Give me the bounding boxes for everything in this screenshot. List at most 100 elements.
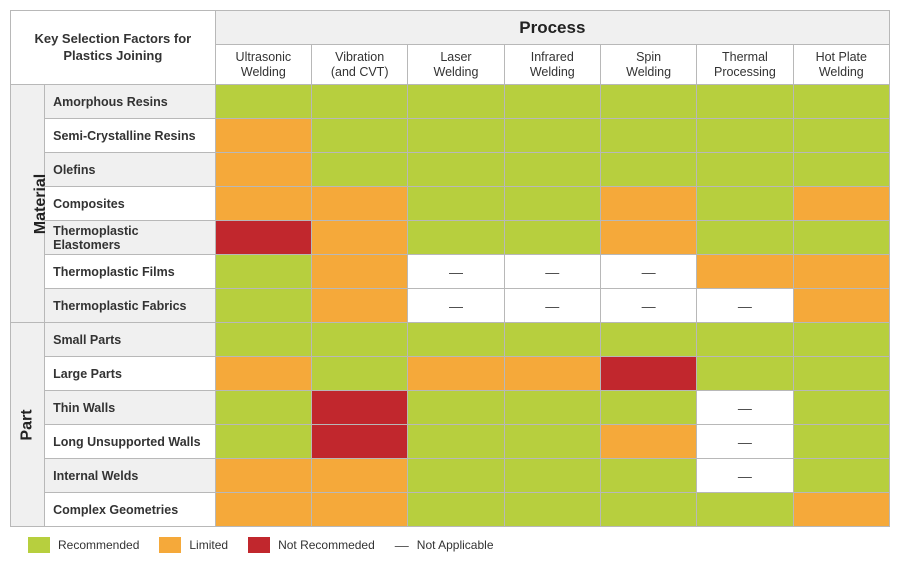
table-row: Long Unsupported Walls — [11,425,890,459]
status-cell [312,85,408,119]
status-cell [600,459,696,493]
status-cell: — [504,289,600,323]
header-key-factors: Key Selection Factors forPlastics Joinin… [11,11,216,85]
status-cell: — [600,255,696,289]
row-label: Thermoplastic Fabrics [45,289,216,323]
status-cell [408,323,504,357]
status-cell [793,187,889,221]
status-cell [215,425,311,459]
status-cell [697,153,793,187]
table-row: Large Parts [11,357,890,391]
group-label: Material [32,173,50,233]
status-cell [408,391,504,425]
status-cell [215,493,311,527]
status-cell [215,119,311,153]
group-header: Part [11,323,45,527]
table-row: Olefins [11,153,890,187]
status-cell [408,459,504,493]
legend-recommended: Recommended [28,537,139,553]
column-header: Vibration(and CVT) [312,45,408,85]
column-header: SpinWelding [600,45,696,85]
status-cell [697,221,793,255]
table-row: Thermoplastic Elastomers [11,221,890,255]
column-header: UltrasonicWelding [215,45,311,85]
status-cell [600,391,696,425]
status-cell [408,425,504,459]
status-cell [312,255,408,289]
column-header: ThermalProcessing [697,45,793,85]
column-header: LaserWelding [408,45,504,85]
status-cell [793,323,889,357]
status-cell [215,323,311,357]
row-label: Thermoplastic Films [45,255,216,289]
status-cell [504,357,600,391]
status-cell [697,357,793,391]
status-cell [312,119,408,153]
row-label: Long Unsupported Walls [45,425,216,459]
status-cell [312,357,408,391]
status-cell [600,493,696,527]
status-cell [504,425,600,459]
status-cell [600,357,696,391]
row-label: Large Parts [45,357,216,391]
status-cell [408,493,504,527]
row-label: Olefins [45,153,216,187]
status-cell [697,119,793,153]
row-label: Small Parts [45,323,216,357]
status-cell [215,357,311,391]
status-cell [215,459,311,493]
legend-not-applicable: — Not Applicable [395,537,494,553]
table-row: Thin Walls — [11,391,890,425]
legend-dash-icon: — [395,537,409,553]
status-cell [697,255,793,289]
status-cell [793,357,889,391]
status-cell [215,255,311,289]
group-label: Part [19,409,37,440]
status-cell [600,323,696,357]
legend-limited: Limited [159,537,228,553]
status-cell [793,255,889,289]
status-cell: — [697,391,793,425]
status-cell [793,425,889,459]
status-cell [504,119,600,153]
status-cell [215,221,311,255]
legend-not-recommended: Not Recommeded [248,537,375,553]
status-cell: — [408,289,504,323]
status-cell [215,289,311,323]
group-header: Material [11,85,45,323]
status-cell [312,289,408,323]
table-row: Complex Geometries [11,493,890,527]
status-cell: — [408,255,504,289]
status-cell [215,153,311,187]
column-header: InfraredWelding [504,45,600,85]
status-cell [793,153,889,187]
status-cell [793,391,889,425]
row-label: Semi-Crystalline Resins [45,119,216,153]
status-cell [408,153,504,187]
status-cell [600,221,696,255]
status-cell [504,153,600,187]
table-row: Thermoplastic Fabrics———— [11,289,890,323]
table-row: Thermoplastic Films——— [11,255,890,289]
status-cell [697,85,793,119]
row-label: Thin Walls [45,391,216,425]
status-cell [408,221,504,255]
status-cell [312,187,408,221]
status-cell [600,425,696,459]
table-row: Composites [11,187,890,221]
status-cell: — [697,289,793,323]
status-cell [312,221,408,255]
status-cell [697,323,793,357]
status-cell [215,391,311,425]
table-row: Semi-Crystalline Resins [11,119,890,153]
status-cell: — [697,425,793,459]
status-cell [793,493,889,527]
table-row: MaterialAmorphous Resins [11,85,890,119]
status-cell [408,187,504,221]
status-cell [312,153,408,187]
row-label: Complex Geometries [45,493,216,527]
legend: Recommended Limited Not Recommeded — Not… [10,537,890,553]
column-header: Hot PlateWelding [793,45,889,85]
status-cell [600,85,696,119]
status-cell [504,459,600,493]
